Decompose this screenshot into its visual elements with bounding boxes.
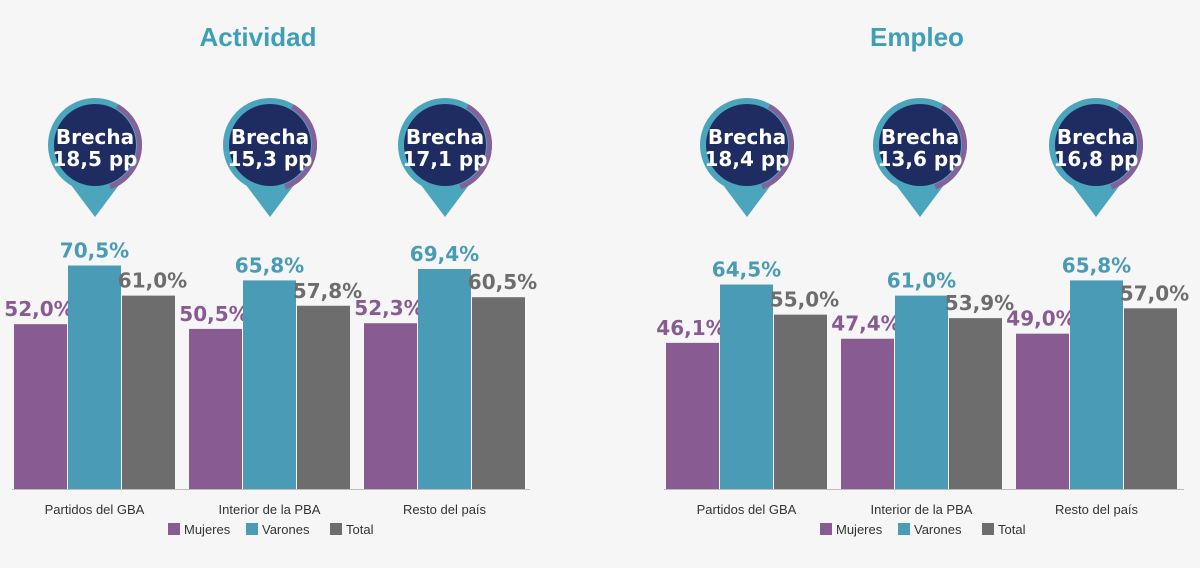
empleo-gap-label-line2-1: 18,4 pp — [705, 147, 790, 171]
actividad-gap-pin-accent-2 — [284, 104, 317, 190]
actividad-bar-total-3 — [472, 297, 525, 489]
empleo-bar-total-3 — [1124, 308, 1177, 489]
actividad-category-label-2: Interior de la PBA — [219, 502, 321, 517]
actividad-gap-label-line2-1: 18,5 pp — [53, 147, 138, 171]
actividad-legend-swatch-total — [330, 523, 342, 535]
empleo-gap-pin-accent-3 — [1110, 104, 1143, 190]
actividad-value-label-total-1: 61,0% — [118, 269, 187, 293]
empleo-category-label-2: Interior de la PBA — [871, 502, 973, 517]
empleo-gap-label-line1-3: Brecha — [1057, 125, 1135, 149]
actividad-value-label-total-2: 57,8% — [293, 279, 362, 303]
empleo-value-label-varones-2: 61,0% — [887, 269, 956, 293]
actividad-bar-varones-1 — [68, 265, 121, 489]
actividad-gap-pin-accent-1 — [109, 104, 142, 190]
actividad-gap-pin-tail-2 — [246, 185, 294, 217]
empleo-gap-pin-tail-3 — [1072, 185, 1120, 217]
empleo-gap-pin-1 — [706, 104, 788, 186]
actividad-value-label-varones-3: 69,4% — [410, 242, 479, 266]
actividad-gap-pin-tail-1 — [71, 185, 119, 217]
actividad-legend-label-total: Total — [346, 522, 374, 537]
actividad-bar-mujeres-1 — [14, 324, 67, 489]
actividad-gap-label-line1-1: Brecha — [56, 125, 134, 149]
actividad-gap-pin-1 — [54, 104, 136, 186]
empleo-gap-pin-2 — [879, 104, 961, 186]
empleo-bar-total-2 — [949, 318, 1002, 489]
empleo-value-label-total-3: 57,0% — [1120, 281, 1189, 305]
actividad-value-label-varones-2: 65,8% — [235, 253, 304, 277]
empleo-gap-pin-tail-2 — [896, 185, 944, 217]
empleo-value-label-mujeres-1: 46,1% — [656, 316, 725, 340]
empleo-gap-pin-accent-2 — [934, 104, 967, 190]
empleo-value-label-mujeres-3: 49,0% — [1006, 307, 1075, 331]
empleo-value-label-mujeres-2: 47,4% — [831, 312, 900, 336]
empleo-value-label-total-1: 55,0% — [770, 288, 839, 312]
actividad-legend-swatch-mujeres — [168, 523, 180, 535]
actividad-gap-label-line1-3: Brecha — [406, 125, 484, 149]
actividad-bar-varones-3 — [418, 269, 471, 489]
actividad-bar-total-1 — [122, 295, 175, 489]
empleo-bar-mujeres-2 — [841, 338, 894, 489]
actividad-legend-label-varones: Varones — [262, 522, 310, 537]
empleo-legend-swatch-mujeres — [820, 523, 832, 535]
empleo-gap-label-line1-2: Brecha — [881, 125, 959, 149]
actividad-value-label-mujeres-2: 50,5% — [179, 302, 248, 326]
actividad-value-label-varones-1: 70,5% — [60, 239, 129, 263]
empleo-gap-label-line2-3: 16,8 pp — [1054, 147, 1139, 171]
empleo-gap-pin-accent-1 — [761, 104, 794, 190]
empleo-bar-varones-1 — [720, 284, 773, 489]
actividad-bar-total-2 — [297, 305, 350, 489]
actividad-category-label-1: Partidos del GBA — [45, 502, 145, 517]
actividad-gap-pin-3 — [404, 104, 486, 186]
empleo-gap-pin-tail-1 — [723, 185, 771, 217]
empleo-gap-label-line2-2: 13,6 pp — [878, 147, 963, 171]
empleo-bar-mujeres-3 — [1016, 333, 1069, 489]
actividad-bar-mujeres-3 — [364, 323, 417, 489]
empleo-legend-swatch-total — [982, 523, 994, 535]
empleo-gap-pin-3 — [1055, 104, 1137, 186]
empleo-category-label-1: Partidos del GBA — [697, 502, 797, 517]
actividad-bar-mujeres-2 — [189, 328, 242, 489]
actividad-gap-label-line2-3: 17,1 pp — [403, 147, 488, 171]
actividad-bar-varones-2 — [243, 280, 296, 489]
actividad-gap-pin-tail-3 — [421, 185, 469, 217]
empleo-value-label-varones-3: 65,8% — [1062, 253, 1131, 277]
actividad-gap-pin-2 — [229, 104, 311, 186]
empleo-legend-label-total: Total — [998, 522, 1026, 537]
actividad-legend-label-mujeres: Mujeres — [184, 522, 231, 537]
empleo-legend-label-varones: Varones — [914, 522, 962, 537]
empleo-bar-varones-2 — [895, 295, 948, 489]
actividad-value-label-total-3: 60,5% — [468, 270, 537, 294]
empleo-legend-swatch-varones — [898, 523, 910, 535]
empleo-legend-label-mujeres: Mujeres — [836, 522, 883, 537]
empleo-bar-mujeres-1 — [666, 342, 719, 489]
actividad-value-label-mujeres-1: 52,0% — [4, 297, 73, 321]
actividad-gap-label-line2-2: 15,3 pp — [228, 147, 313, 171]
empleo-value-label-varones-1: 64,5% — [712, 258, 781, 282]
empleo-bar-total-1 — [774, 314, 827, 489]
actividad-gap-label-line1-2: Brecha — [231, 125, 309, 149]
empleo-category-label-3: Resto del país — [1055, 502, 1139, 517]
empleo-value-label-total-2: 53,9% — [945, 291, 1014, 315]
actividad-chart-title: Actividad — [199, 22, 316, 52]
actividad-legend-swatch-varones — [246, 523, 258, 535]
actividad-gap-pin-accent-3 — [459, 104, 492, 190]
empleo-chart-title: Empleo — [870, 22, 964, 52]
actividad-category-label-3: Resto del país — [403, 502, 487, 517]
empleo-gap-label-line1-1: Brecha — [708, 125, 786, 149]
empleo-bar-varones-3 — [1070, 280, 1123, 489]
actividad-value-label-mujeres-3: 52,3% — [354, 296, 423, 320]
